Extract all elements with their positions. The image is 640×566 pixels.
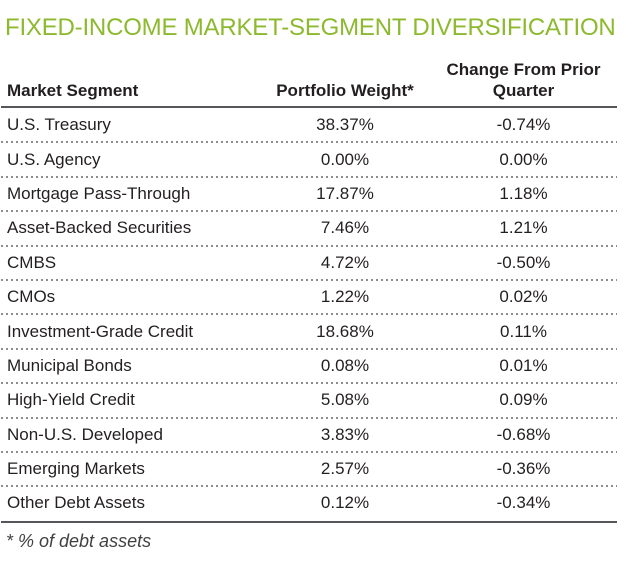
segment-cell: Emerging Markets <box>7 459 145 479</box>
table-row: High-Yield Credit 5.08% 0.09% <box>1 383 617 419</box>
weight-cell: 7.46% <box>320 218 370 238</box>
segment-cell: U.S. Agency <box>7 149 101 169</box>
change-cell: 0.00% <box>499 149 548 169</box>
table-row: CMBS 4.72% -0.50% <box>1 246 617 282</box>
table-header-row: Market Segment Portfolio Weight* Change … <box>1 59 617 108</box>
column-header-portfolio-weight: Portfolio Weight* <box>276 81 414 100</box>
change-cell: -0.50% <box>496 252 551 272</box>
table-row: Asset-Backed Securities 7.46% 1.21% <box>1 211 617 247</box>
weight-cell: 1.22% <box>320 287 370 307</box>
change-cell: -0.34% <box>496 493 551 513</box>
table-body: U.S. Treasury 38.37% -0.74% U.S. Agency … <box>1 108 617 523</box>
footnote: * % of debt assets <box>6 530 152 551</box>
table-row: Municipal Bonds 0.08% 0.01% <box>1 349 617 385</box>
segment-cell: High-Yield Credit <box>7 390 135 410</box>
segment-cell: Asset-Backed Securities <box>7 218 192 238</box>
weight-cell: 5.08% <box>320 390 370 410</box>
table-row: Non-U.S. Developed 3.83% -0.68% <box>1 418 617 454</box>
column-header-change-from-prior-quarter: Change From Prior Quarter <box>430 59 617 101</box>
change-cell: -0.68% <box>496 424 551 444</box>
change-cell: -0.36% <box>496 459 551 479</box>
column-header-market-segment: Market Segment <box>7 81 139 100</box>
change-cell: 1.18% <box>499 183 548 203</box>
change-cell: -0.74% <box>496 115 551 135</box>
weight-cell: 3.83% <box>320 424 370 444</box>
table-row: Mortgage Pass-Through 17.87% 1.18% <box>1 177 617 213</box>
weight-cell: 18.68% <box>316 321 374 341</box>
page-title: FIXED-INCOME MARKET-SEGMENT DIVERSIFICAT… <box>5 14 616 41</box>
weight-cell: 0.00% <box>320 149 370 169</box>
table-row: Other Debt Assets 0.12% -0.34% <box>1 486 617 520</box>
segment-cell: CMBS <box>7 252 57 272</box>
weight-cell: 38.37% <box>316 115 374 135</box>
column-header-change-line1: Change From Prior <box>446 60 601 79</box>
change-cell: 0.01% <box>499 355 548 375</box>
segment-cell: CMOs <box>7 287 56 307</box>
weight-cell: 0.12% <box>320 493 370 513</box>
weight-cell: 17.87% <box>316 183 374 203</box>
column-header-change-line2: Quarter <box>492 81 555 100</box>
table-row: U.S. Treasury 38.37% -0.74% <box>1 108 617 144</box>
segment-cell: U.S. Treasury <box>7 115 111 135</box>
change-cell: 1.21% <box>499 218 548 238</box>
change-cell: 0.09% <box>499 390 548 410</box>
segment-cell: Other Debt Assets <box>7 493 145 513</box>
change-cell: 0.02% <box>499 287 548 307</box>
table-row: U.S. Agency 0.00% 0.00% <box>1 142 617 179</box>
table-row: Investment-Grade Credit 18.68% 0.11% <box>1 314 617 351</box>
segment-cell: Investment-Grade Credit <box>7 321 194 341</box>
table-row: Emerging Markets 2.57% -0.36% <box>1 452 617 488</box>
weight-cell: 2.57% <box>320 459 370 479</box>
weight-cell: 0.08% <box>320 355 370 375</box>
change-cell: 0.11% <box>500 321 547 341</box>
segment-cell: Non-U.S. Developed <box>7 424 163 444</box>
diversification-table: Market Segment Portfolio Weight* Change … <box>1 59 617 523</box>
table-row: CMOs 1.22% 0.02% <box>1 280 617 316</box>
weight-cell: 4.72% <box>320 252 370 272</box>
segment-cell: Municipal Bonds <box>7 355 132 375</box>
segment-cell: Mortgage Pass-Through <box>7 183 191 203</box>
